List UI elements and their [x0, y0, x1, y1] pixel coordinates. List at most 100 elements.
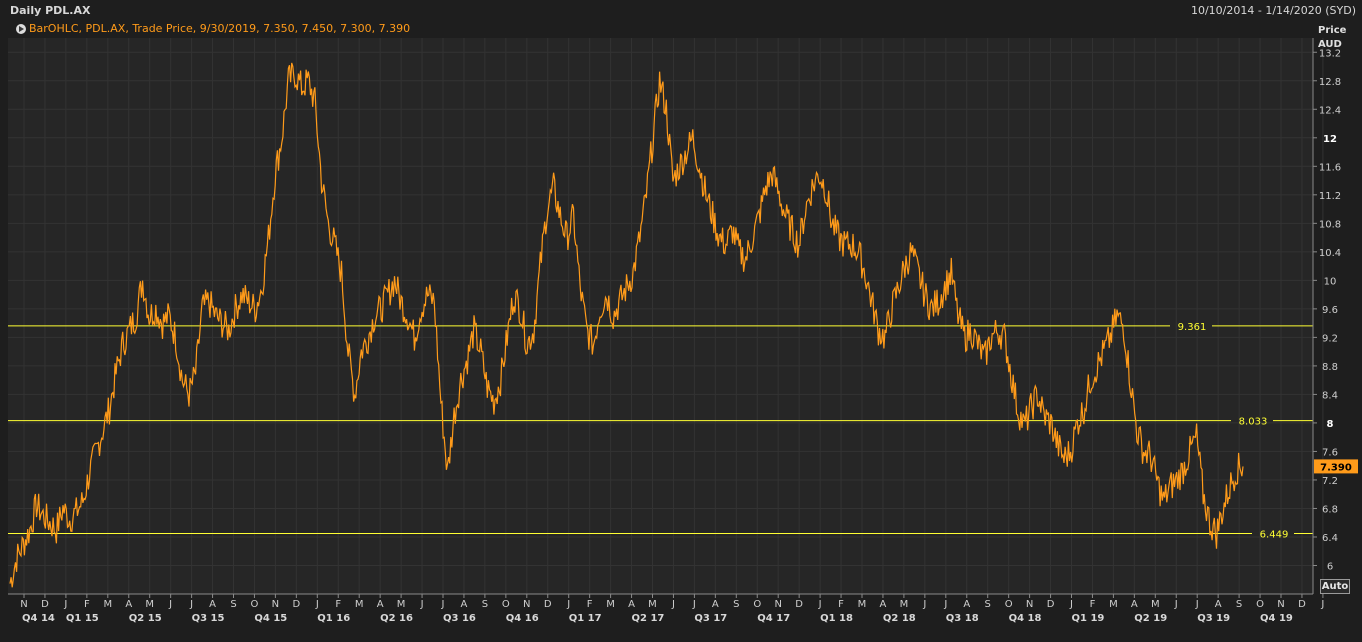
price-tick-label: 6 — [1327, 561, 1333, 572]
auto-scale-button[interactable]: Auto — [1320, 579, 1350, 594]
price-tick-label: 8 — [1327, 419, 1334, 430]
month-label: M — [858, 599, 867, 610]
price-series-line[interactable] — [9, 62, 1244, 588]
quarter-label: Q4 15 — [254, 613, 287, 624]
quarter-label: Q1 17 — [569, 613, 602, 624]
month-label: A — [880, 599, 887, 610]
month-label: A — [712, 599, 719, 610]
price-tick-label: 6.4 — [1322, 533, 1338, 544]
month-label: M — [900, 599, 909, 610]
month-label: N — [272, 599, 279, 610]
quarter-label: Q1 15 — [66, 613, 99, 624]
quarter-label: Q2 15 — [129, 613, 162, 624]
month-label: A — [1215, 599, 1222, 610]
month-label: J — [1320, 599, 1324, 610]
month-label: S — [1236, 599, 1242, 610]
month-label: O — [502, 599, 510, 610]
month-label: M — [606, 599, 615, 610]
price-tick-label: 9.2 — [1322, 333, 1338, 344]
level-label: 9.361 — [1178, 322, 1207, 333]
month-label: J — [63, 599, 67, 610]
month-label: J — [189, 599, 193, 610]
price-axis[interactable]: 6 6.4 6.8 7.2 7.6 8 8.4 8.8 9.2 9.6 10 10.4 10.8 11.2… — [1312, 38, 1341, 594]
quarter-label: Q4 17 — [757, 613, 790, 624]
quarter-label: Q4 14 — [22, 613, 55, 624]
price-tick-label: 8.8 — [1322, 362, 1338, 373]
month-label: A — [628, 599, 635, 610]
month-label: J — [943, 599, 947, 610]
month-label: F — [587, 599, 593, 610]
price-tick-label: 12.4 — [1319, 105, 1341, 116]
quarter-label: Q3 15 — [192, 613, 225, 624]
month-label: N — [1026, 599, 1033, 610]
month-label: M — [145, 599, 154, 610]
month-label: N — [1277, 599, 1284, 610]
price-tick-label: 9.6 — [1322, 305, 1338, 316]
month-label: M — [397, 599, 406, 610]
price-tick-label: 7.6 — [1322, 447, 1338, 458]
price-tick-label: 6.8 — [1322, 504, 1338, 515]
month-label: D — [1047, 599, 1055, 610]
month-label: A — [963, 599, 970, 610]
month-label: O — [251, 599, 259, 610]
month-label: J — [818, 599, 822, 610]
month-label: F — [838, 599, 844, 610]
month-label: M — [1109, 599, 1118, 610]
date-range-label: 10/10/2014 - 1/14/2020 (SYD) — [1190, 4, 1356, 17]
month-label: N — [774, 599, 781, 610]
month-label: A — [125, 599, 132, 610]
quarter-label: Q1 18 — [820, 613, 853, 624]
month-label: J — [692, 599, 696, 610]
chart-title: Daily PDL.AX — [10, 4, 91, 17]
price-tick-label: 12.8 — [1319, 77, 1341, 88]
quarter-label: Q3 18 — [946, 613, 979, 624]
level-label: 8.033 — [1239, 417, 1268, 428]
y-axis-label-currency: AUD — [1318, 39, 1342, 50]
month-label: J — [420, 599, 424, 610]
quarter-label: Q2 16 — [380, 613, 413, 624]
quarter-label: Q3 19 — [1197, 613, 1230, 624]
price-tick-label: 12 — [1323, 134, 1337, 145]
play-icon[interactable] — [16, 23, 26, 34]
month-label: D — [41, 599, 49, 610]
price-tick-label: 10.4 — [1319, 248, 1341, 259]
month-label: M — [355, 599, 364, 610]
month-label: N — [523, 599, 530, 610]
month-label: O — [1256, 599, 1264, 610]
quarter-label: Q1 19 — [1072, 613, 1105, 624]
month-label: S — [230, 599, 236, 610]
month-label: S — [733, 599, 739, 610]
month-label: D — [795, 599, 803, 610]
month-label: N — [20, 599, 27, 610]
month-label: J — [1195, 599, 1199, 610]
month-label: O — [753, 599, 761, 610]
quarter-label: Q4 19 — [1260, 613, 1293, 624]
quarter-label: Q2 17 — [632, 613, 665, 624]
month-label: A — [377, 599, 384, 610]
last-price-label: 7.390 — [1320, 462, 1352, 473]
price-tick-label: 11.6 — [1319, 162, 1341, 173]
month-label: M — [1151, 599, 1160, 610]
y-axis-label-price: Price — [1318, 25, 1347, 36]
month-label: S — [985, 599, 991, 610]
price-tick-label: 8.4 — [1322, 390, 1338, 401]
price-tick-label: 11.2 — [1319, 191, 1341, 202]
month-label: J — [566, 599, 570, 610]
month-label: M — [103, 599, 112, 610]
month-label: A — [461, 599, 468, 610]
month-label: J — [1069, 599, 1073, 610]
plot-area — [8, 38, 1313, 594]
series-legend[interactable]: BarOHLC, PDL.AX, Trade Price, 9/30/2019,… — [16, 22, 410, 35]
month-label: A — [1131, 599, 1138, 610]
last-price-box — [1314, 459, 1358, 474]
quarter-label: Q2 18 — [883, 613, 916, 624]
last-price-badge: 7.390 — [1314, 459, 1358, 474]
price-tick-label: 10.8 — [1319, 219, 1341, 230]
quarter-label: Q2 19 — [1134, 613, 1167, 624]
month-label: D — [544, 599, 552, 610]
quarter-label: Q4 18 — [1009, 613, 1042, 624]
grid-lines — [8, 38, 1324, 594]
